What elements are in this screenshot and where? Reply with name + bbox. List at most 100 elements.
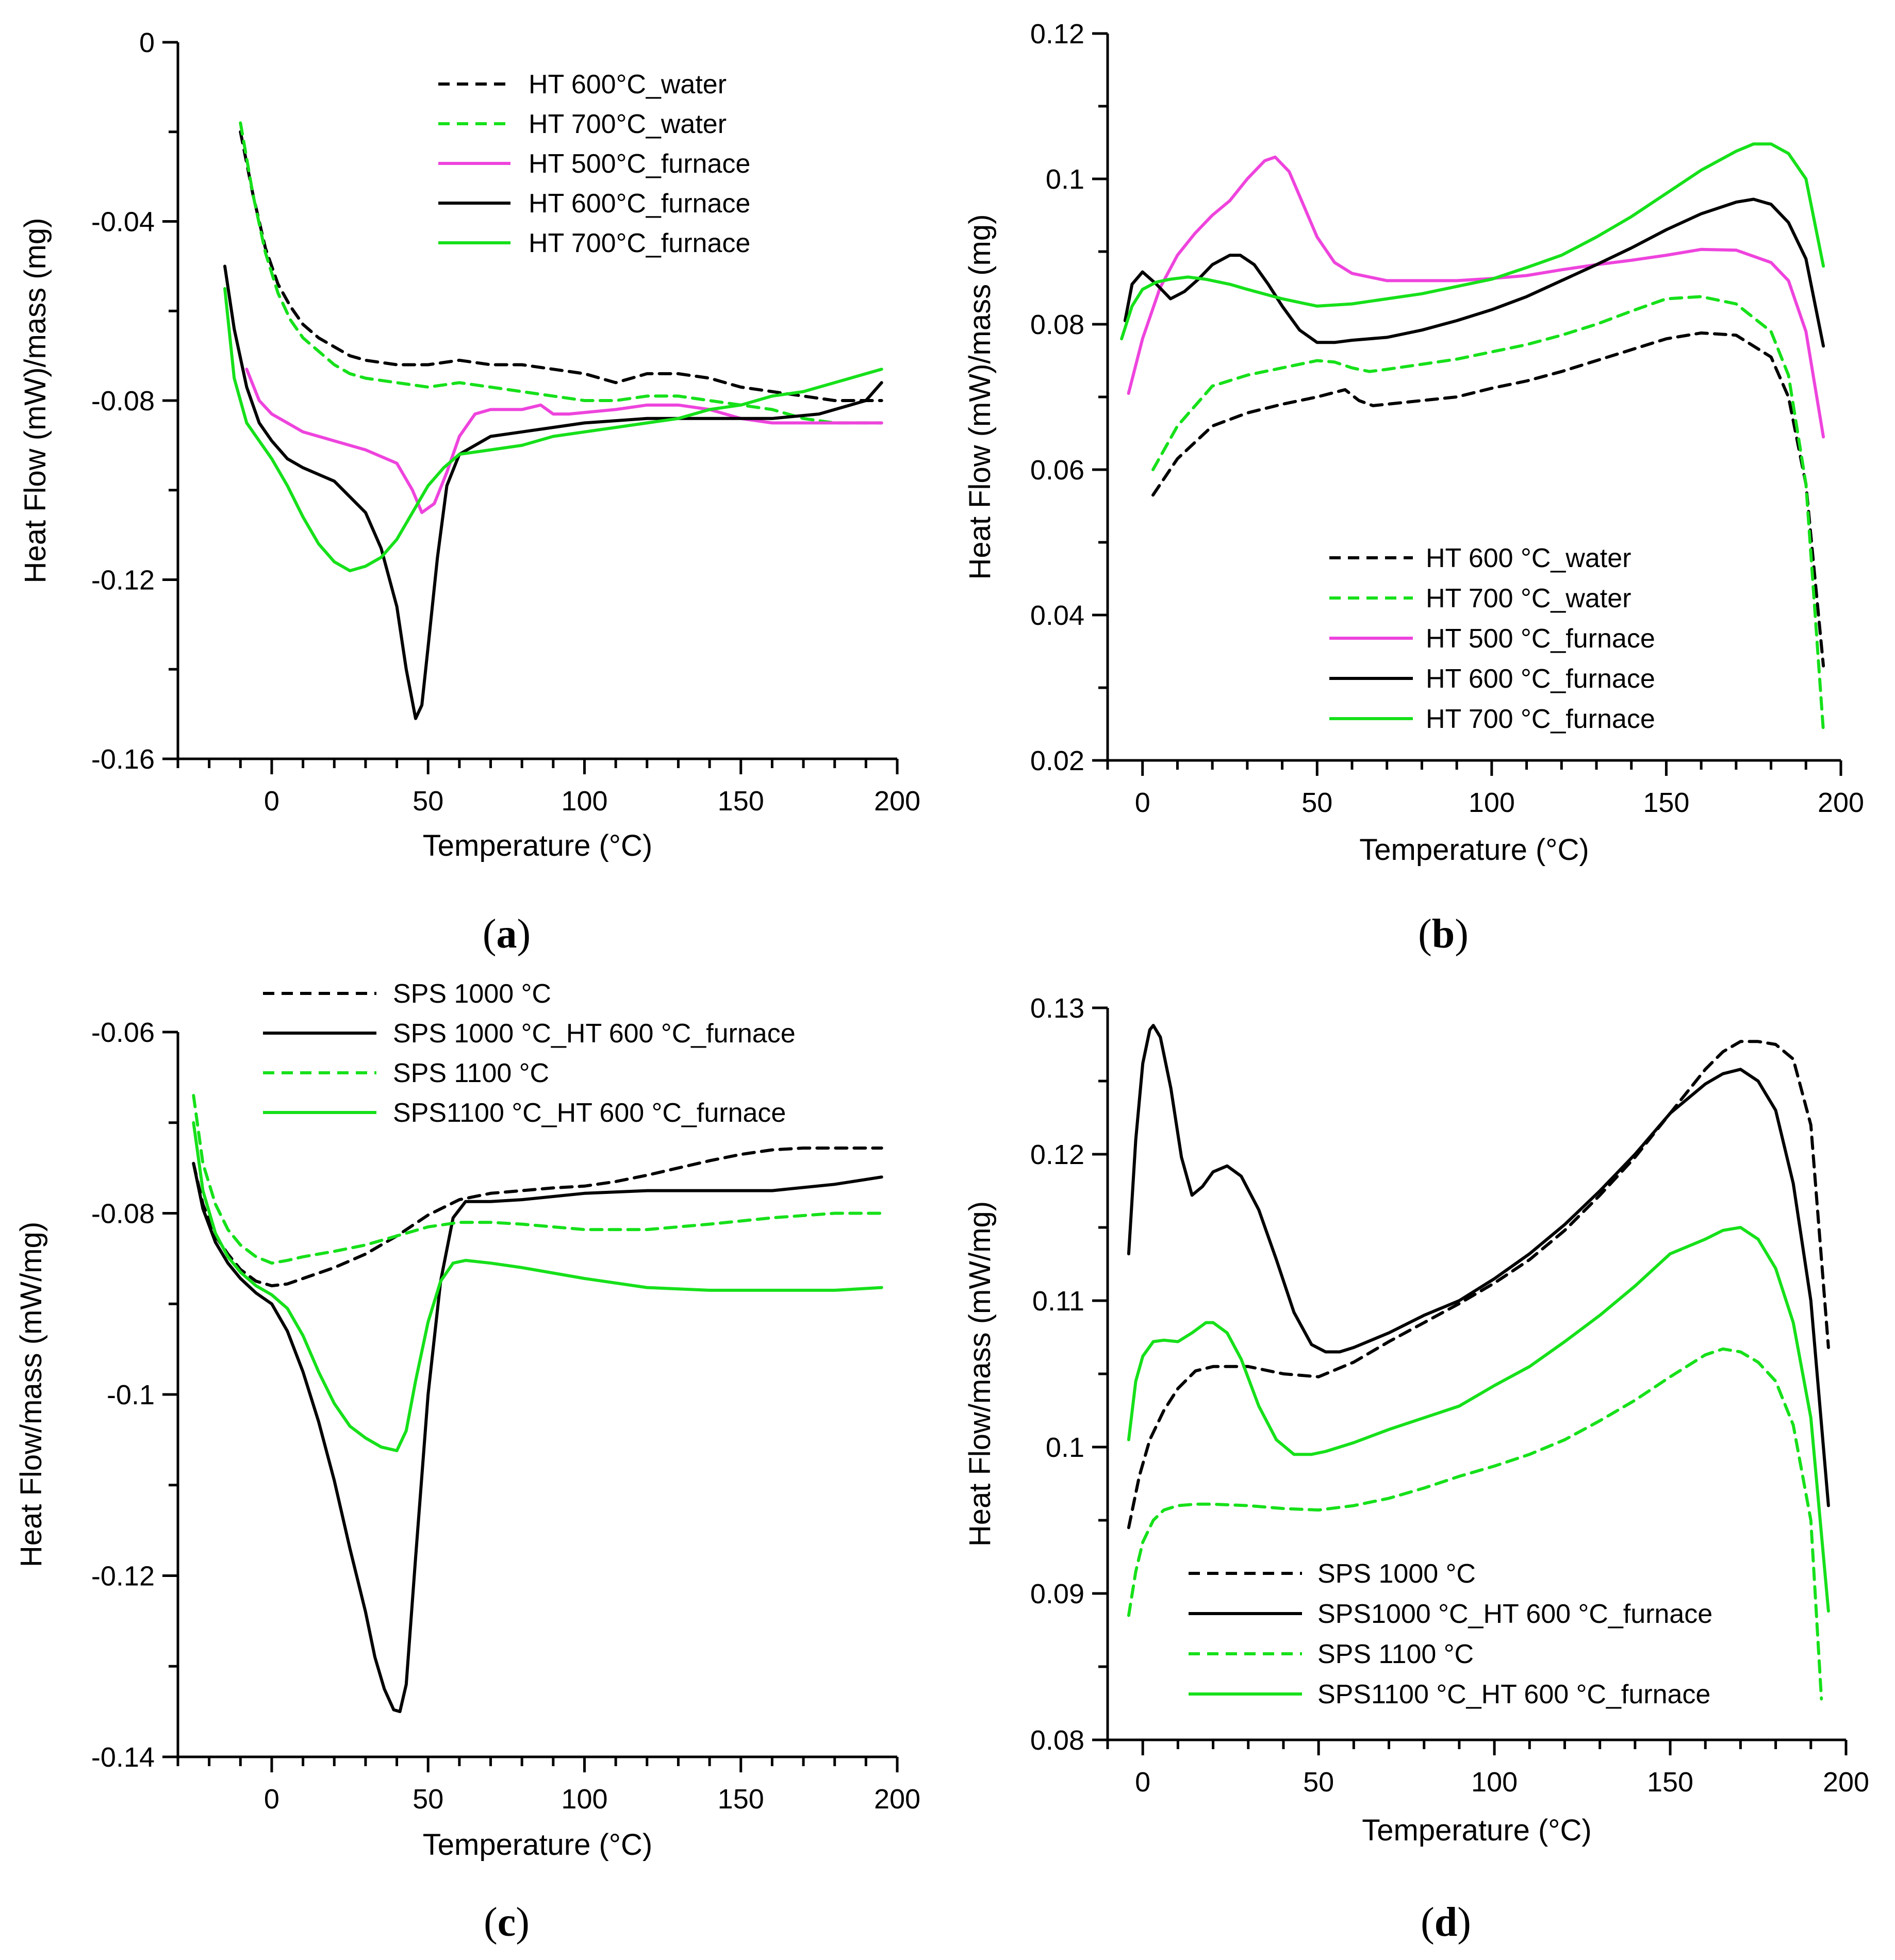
panel-d-x-tick-label: 0: [1135, 1767, 1150, 1798]
panel-c-y-tick-label: -0.12: [91, 1561, 155, 1592]
panel-c-label: (c): [484, 1900, 530, 1945]
panel-b-y-tick-label: 0.08: [1030, 309, 1084, 340]
panel-d-series-2-line: [1127, 1024, 1830, 1507]
panel-c-y-tick-label: -0.14: [91, 1742, 155, 1773]
panel-a-x-tick-label: 50: [413, 786, 443, 817]
panel-a-x-tick-label: 150: [718, 786, 764, 817]
panel-c-legend-label: SPS1100 °C_HT 600 °C_furnace: [393, 1098, 786, 1128]
panel-b-x-tick-label: 0: [1135, 787, 1150, 818]
panel-c-x-tick-label: 100: [561, 1784, 607, 1815]
panel-a-y-tick-label: -0.16: [91, 744, 155, 775]
panel-c-legend-label: SPS 1000 °C_HT 600 °C_furnace: [393, 1019, 796, 1049]
panel-a-legend-label: HT 700°C_furnace: [529, 228, 750, 258]
panel-c-x-axis-title: Temperature (°C): [423, 1828, 652, 1862]
panel-d-legend-label: SPS1100 °C_HT 600 °C_furnace: [1317, 1680, 1710, 1709]
panel-b-series-3-line: [1127, 155, 1825, 439]
panel-d-y-tick-label: 0.12: [1030, 1139, 1084, 1170]
panel-c-label-part: (: [484, 1900, 498, 1945]
panel-d-x-tick-label: 50: [1303, 1767, 1334, 1798]
panel-d-x-axis-title: Temperature (°C): [1362, 1814, 1591, 1847]
panel-b-legend-label: HT 600 °C_water: [1426, 543, 1631, 573]
panel-a-legend-label: HT 700°C_water: [529, 109, 727, 139]
panel-a-y-tick-label: -0.08: [91, 386, 155, 417]
panel-b-x-tick-label: 100: [1469, 787, 1515, 818]
panel-d-x-tick-label: 150: [1647, 1767, 1693, 1798]
panel-a-x-tick-label: 200: [874, 786, 920, 817]
panel-b-x-axis-title: Temperature (°C): [1359, 833, 1589, 867]
panel-a-y-tick-label: 0: [139, 27, 155, 58]
panel-c-label-part: c: [498, 1900, 516, 1945]
panel-d-x-tick-label: 200: [1823, 1767, 1869, 1798]
panel-b-legend-label: HT 600 °C_furnace: [1426, 664, 1655, 694]
panel-d-series-1-line: [1127, 1040, 1830, 1530]
panel-d-x-tick-label: 100: [1471, 1767, 1518, 1798]
panel-c-x-tick-label: 50: [413, 1784, 443, 1815]
panel-d-label-part: ): [1457, 1900, 1471, 1945]
panel-a-label-part: ): [517, 911, 531, 957]
panel-d-label-part: (: [1421, 1900, 1435, 1945]
panel-c-y-tick-label: -0.06: [91, 1017, 155, 1048]
panel-c-legend-label: SPS 1100 °C: [393, 1058, 549, 1088]
panel-c-y-tick-label: -0.1: [107, 1380, 155, 1410]
panel-d-chart: 0 50 100 150 200 0.08 0.09 0.1 0.11 0.12 0.13 Tempe…: [963, 993, 1869, 1945]
panel-c-series-3-line: [192, 1094, 883, 1265]
panel-b-y-axis-title: Heat Flow (mW)/mass (mg): [963, 214, 997, 580]
panel-c-series-1-line: [192, 1147, 883, 1288]
panel-d-y-tick-label: 0.13: [1030, 993, 1084, 1024]
panel-b-series-5-line: [1120, 142, 1825, 341]
panel-a-series-4-line: [223, 264, 883, 720]
panel-c-y-axis-title: Heat Flow/mass (mW/mg): [14, 1222, 48, 1567]
panel-b-y-tick-label: 0.06: [1030, 455, 1084, 486]
panel-c-legend-label: SPS 1000 °C: [393, 979, 551, 1009]
panel-b-series-4-line: [1123, 197, 1825, 348]
panel-a-legend-label: HT 500°C_furnace: [529, 149, 750, 179]
panel-b-x-tick-label: 50: [1301, 787, 1332, 818]
panel-d-series-4-line: [1127, 1226, 1830, 1613]
panel-d-y-tick-label: 0.09: [1030, 1579, 1084, 1609]
panel-a-label-part: (: [483, 911, 497, 957]
panel-b-label: (b): [1418, 911, 1469, 957]
panel-b-x-tick-label: 150: [1643, 787, 1689, 818]
panel-b-series-2-line: [1151, 295, 1825, 733]
panel-b-legend-label: HT 500 °C_furnace: [1426, 624, 1655, 654]
panel-a-label-part: a: [497, 911, 517, 957]
panel-a-label: (a): [483, 911, 531, 957]
panel-a-x-axis-title: Temperature (°C): [423, 829, 652, 862]
panel-d-y-tick-label: 0.1: [1046, 1432, 1084, 1463]
panel-a-x-tick-label: 100: [561, 786, 607, 817]
panel-a-series-5-line: [223, 287, 883, 573]
panel-d-label: (d): [1421, 1900, 1471, 1945]
panel-c-series-2-line: [192, 1161, 883, 1714]
panel-b-y-tick-label: 0.1: [1046, 164, 1084, 195]
panel-d-y-axis-title: Heat Flow/mass (mW/mg): [963, 1201, 997, 1547]
panel-c-label-part: ): [516, 1900, 530, 1945]
panel-c-y-tick-label: -0.08: [91, 1199, 155, 1230]
panel-a-x-tick-label: 0: [264, 786, 279, 817]
panel-b-series-1-line: [1151, 331, 1825, 668]
panel-a-series-3-line: [245, 368, 883, 514]
panel-d-label-part: d: [1435, 1900, 1458, 1945]
panel-a-chart: 0 50 100 150 200 0 -0.04 -0.08 -0.12 -0.16 Tempera…: [19, 27, 920, 957]
panel-a-y-tick-label: -0.12: [91, 565, 155, 596]
panel-b-label-part: (: [1418, 911, 1432, 957]
panel-d-legend-label: SPS 1100 °C: [1317, 1639, 1474, 1669]
panel-d-y-tick-label: 0.08: [1030, 1725, 1084, 1756]
panel-a-y-tick-label: -0.04: [91, 207, 155, 238]
panel-b-chart: 0 50 100 150 200 0.02 0.04 0.06 0.08 0.1 0.12 Tempe…: [963, 19, 1864, 957]
panel-c-series-4-line: [192, 1121, 883, 1452]
panel-b-x-tick-label: 200: [1818, 787, 1864, 818]
panel-c-x-tick-label: 150: [718, 1784, 764, 1815]
panel-b-y-tick-label: 0.02: [1030, 745, 1084, 776]
panel-b-y-tick-label: 0.04: [1030, 600, 1084, 631]
panel-b-label-part: b: [1432, 911, 1455, 957]
panel-d-legend-label: SPS1000 °C_HT 600 °C_furnace: [1317, 1599, 1712, 1629]
panel-b-legend-label: HT 700 °C_furnace: [1426, 704, 1655, 734]
panel-d-legend-label: SPS 1000 °C: [1317, 1559, 1476, 1589]
panel-c-x-tick-label: 0: [264, 1784, 279, 1815]
panel-a-series-1-line: [239, 130, 883, 402]
panel-b-y-tick-label: 0.12: [1030, 19, 1084, 49]
panel-b-label-part: ): [1455, 911, 1469, 957]
panel-c-x-tick-label: 200: [874, 1784, 920, 1815]
panel-d-y-tick-label: 0.11: [1032, 1286, 1084, 1317]
